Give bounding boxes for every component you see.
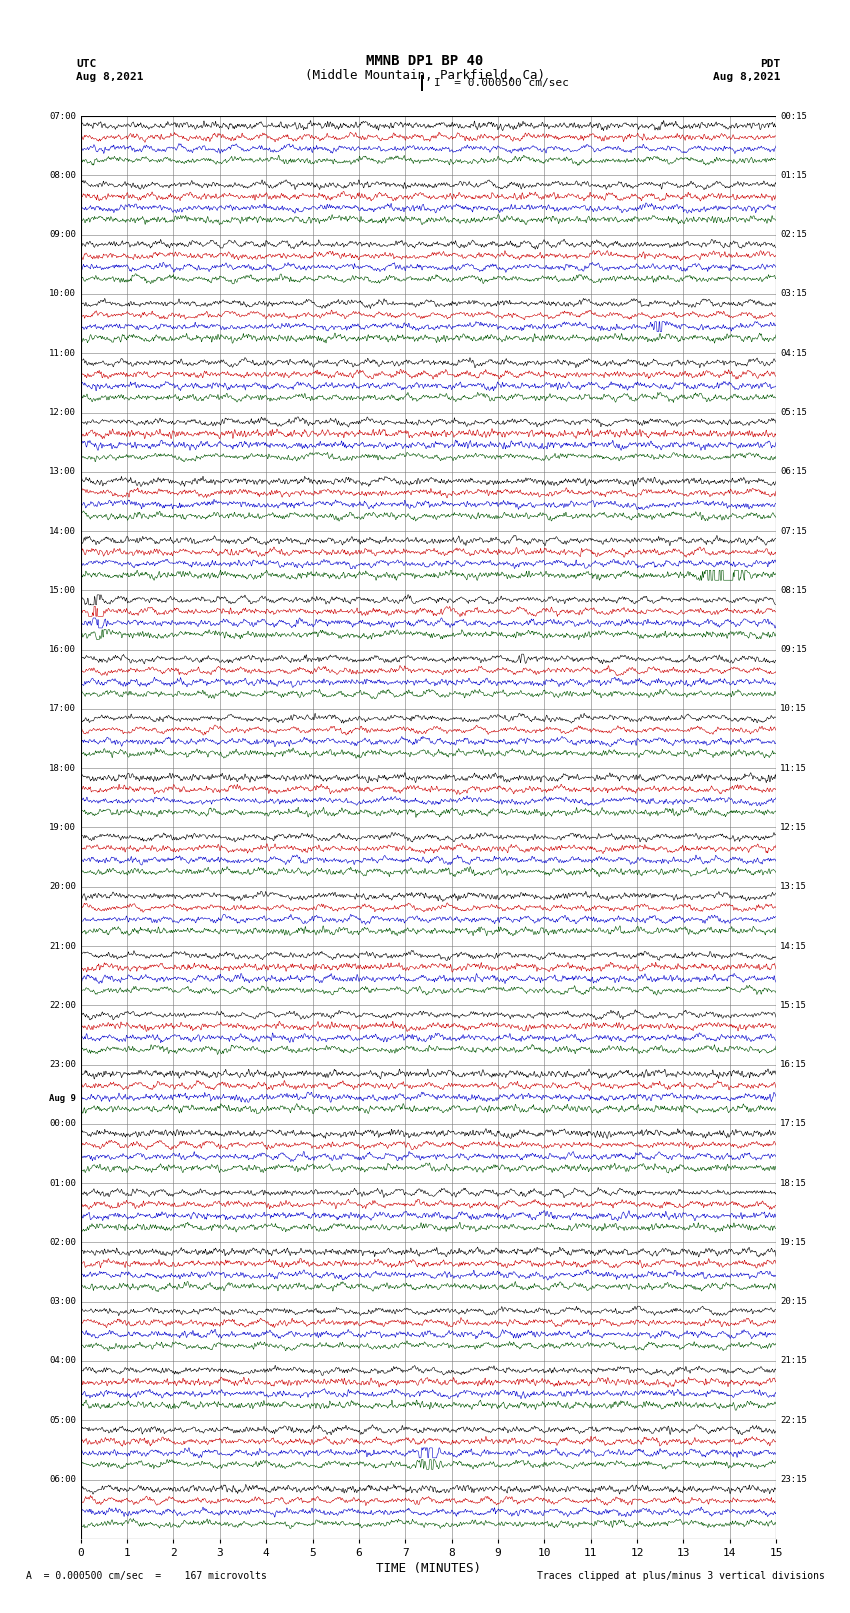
Text: 15:00: 15:00 <box>49 586 76 595</box>
Text: 00:15: 00:15 <box>780 111 808 121</box>
Text: 22:00: 22:00 <box>49 1000 76 1010</box>
Text: 05:00: 05:00 <box>49 1416 76 1424</box>
Text: 01:15: 01:15 <box>780 171 808 181</box>
Text: Aug 9: Aug 9 <box>49 1095 76 1103</box>
Text: 07:15: 07:15 <box>780 526 808 536</box>
Text: 20:15: 20:15 <box>780 1297 808 1307</box>
Text: 15:15: 15:15 <box>780 1000 808 1010</box>
Text: 14:00: 14:00 <box>49 526 76 536</box>
Text: 22:15: 22:15 <box>780 1416 808 1424</box>
Text: I  = 0.000500 cm/sec: I = 0.000500 cm/sec <box>434 77 569 89</box>
Text: 18:15: 18:15 <box>780 1179 808 1187</box>
Text: 17:00: 17:00 <box>49 705 76 713</box>
Text: 04:00: 04:00 <box>49 1357 76 1366</box>
Text: 19:00: 19:00 <box>49 823 76 832</box>
Text: 11:00: 11:00 <box>49 348 76 358</box>
Text: 12:15: 12:15 <box>780 823 808 832</box>
Text: 21:15: 21:15 <box>780 1357 808 1366</box>
Text: 12:00: 12:00 <box>49 408 76 418</box>
Text: MMNB DP1 BP 40: MMNB DP1 BP 40 <box>366 53 484 68</box>
Text: 02:00: 02:00 <box>49 1237 76 1247</box>
Text: PDT: PDT <box>760 58 780 69</box>
Text: 11:15: 11:15 <box>780 763 808 773</box>
Text: Traces clipped at plus/minus 3 vertical divisions: Traces clipped at plus/minus 3 vertical … <box>536 1571 824 1581</box>
Text: 04:15: 04:15 <box>780 348 808 358</box>
Text: Aug 8,2021: Aug 8,2021 <box>713 71 780 82</box>
Text: 17:15: 17:15 <box>780 1119 808 1129</box>
Text: 10:00: 10:00 <box>49 289 76 298</box>
Text: Aug 8,2021: Aug 8,2021 <box>76 71 144 82</box>
Text: 09:00: 09:00 <box>49 231 76 239</box>
X-axis label: TIME (MINUTES): TIME (MINUTES) <box>376 1561 481 1574</box>
Text: 21:00: 21:00 <box>49 942 76 950</box>
Text: 13:00: 13:00 <box>49 468 76 476</box>
Text: 03:00: 03:00 <box>49 1297 76 1307</box>
Text: 08:00: 08:00 <box>49 171 76 181</box>
Text: 20:00: 20:00 <box>49 882 76 892</box>
Text: 18:00: 18:00 <box>49 763 76 773</box>
Text: 01:00: 01:00 <box>49 1179 76 1187</box>
Text: 00:00: 00:00 <box>49 1119 76 1129</box>
Text: 16:00: 16:00 <box>49 645 76 655</box>
Text: 07:00: 07:00 <box>49 111 76 121</box>
Text: 19:15: 19:15 <box>780 1237 808 1247</box>
Text: 06:15: 06:15 <box>780 468 808 476</box>
Text: 03:15: 03:15 <box>780 289 808 298</box>
Text: 02:15: 02:15 <box>780 231 808 239</box>
Text: 10:15: 10:15 <box>780 705 808 713</box>
Text: 14:15: 14:15 <box>780 942 808 950</box>
Text: A  = 0.000500 cm/sec  =    167 microvolts: A = 0.000500 cm/sec = 167 microvolts <box>26 1571 266 1581</box>
Text: 09:15: 09:15 <box>780 645 808 655</box>
Text: 08:15: 08:15 <box>780 586 808 595</box>
Text: 06:00: 06:00 <box>49 1474 76 1484</box>
Text: UTC: UTC <box>76 58 97 69</box>
Text: 23:15: 23:15 <box>780 1474 808 1484</box>
Text: 13:15: 13:15 <box>780 882 808 892</box>
Text: (Middle Mountain, Parkfield, Ca): (Middle Mountain, Parkfield, Ca) <box>305 69 545 82</box>
Text: 05:15: 05:15 <box>780 408 808 418</box>
Text: 16:15: 16:15 <box>780 1060 808 1069</box>
Text: 23:00: 23:00 <box>49 1060 76 1069</box>
